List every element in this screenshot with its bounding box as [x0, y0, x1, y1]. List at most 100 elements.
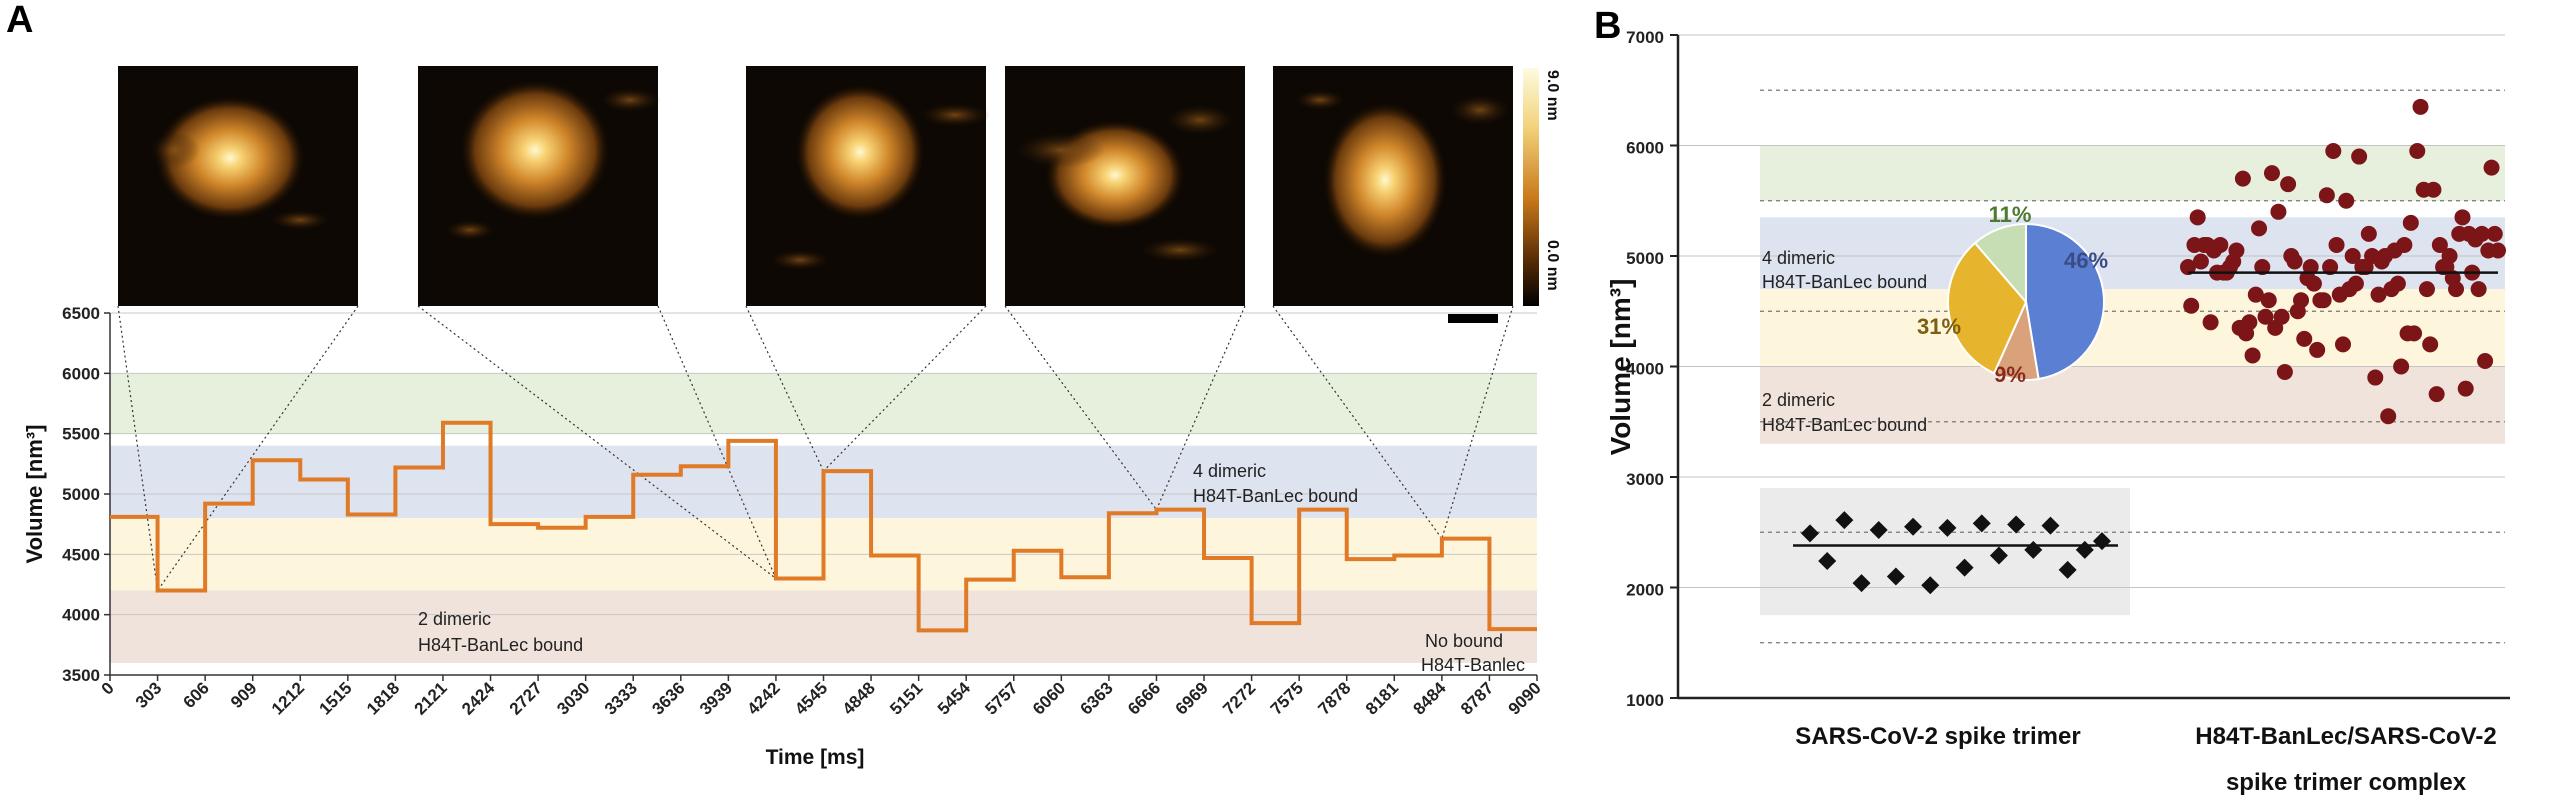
point-complex-42 — [2186, 236, 2203, 253]
pie-label-3: 11% — [1989, 202, 2032, 227]
point-complex-65 — [2428, 386, 2445, 403]
annotation-2-dimeric-l2: H84T-BanLec bound — [418, 635, 583, 655]
xtick-label-a-0: 0 — [98, 678, 118, 698]
point-spike-11 — [1989, 546, 2008, 565]
image-link-0-right — [157, 305, 359, 591]
xtick-label-a-29: 8787 — [1457, 678, 1497, 718]
annotation-no-bound-l2: H84T-Banlec — [1421, 655, 1525, 675]
band-b-4 — [1760, 488, 2130, 616]
annotation-4-dimeric-l1: 4 dimeric — [1193, 461, 1266, 481]
point-complex-74 — [2251, 220, 2268, 237]
xtick-label-a-3: 909 — [227, 678, 260, 711]
point-complex-38 — [2335, 336, 2351, 353]
point-complex-52 — [2441, 248, 2458, 264]
ytick-label-b-6: 7000 — [1626, 28, 1664, 47]
point-complex-96 — [2373, 253, 2390, 270]
point-spike-3 — [1852, 574, 1871, 593]
point-complex-19 — [2257, 308, 2274, 325]
point-complex-48 — [2276, 364, 2293, 381]
point-complex-30 — [2318, 187, 2335, 204]
xtick-label-a-26: 7878 — [1314, 678, 1354, 718]
xtick-label-a-15: 4545 — [791, 678, 831, 718]
point-spike-0 — [1801, 524, 1819, 543]
point-complex-28 — [2393, 358, 2410, 375]
pie-label-0: 46% — [2064, 248, 2108, 273]
point-complex-2 — [2418, 281, 2435, 298]
pie-slice-3 — [1973, 222, 2027, 305]
annotation-4-dimeric-l2: H84T-BanLec bound — [1193, 486, 1358, 506]
xtick-label-a-17: 5151 — [886, 678, 926, 718]
panel-b-y-label: Volume [nm³] — [1605, 279, 1636, 456]
xtick-label-a-25: 7575 — [1267, 678, 1307, 718]
image-link-2-left — [745, 305, 825, 472]
point-complex-75 — [2370, 286, 2387, 303]
ytick-label-b-5: 6000 — [1626, 139, 1664, 158]
xtick-label-a-13: 3939 — [696, 678, 736, 718]
panel-b-label: B — [1594, 5, 1621, 47]
panel-b-gridlines — [1678, 34, 2505, 644]
afm-image-3 — [746, 66, 990, 306]
inset-pie-chart: 46% 9% 31% 11% — [1917, 202, 2108, 387]
category-label-spike: SARS-CoV-2 spike trimer — [1795, 723, 2080, 750]
scale-bar — [1448, 314, 1498, 323]
point-complex-46 — [2351, 148, 2368, 165]
pie-label-2: 31% — [1917, 314, 1961, 339]
ytick-label-b-0: 1000 — [1626, 691, 1664, 710]
point-complex-85 — [2312, 292, 2329, 309]
xtick-label-a-24: 7272 — [1219, 678, 1259, 718]
point-spike-8 — [1938, 518, 1957, 537]
xtick-label-a-28: 8484 — [1410, 678, 1451, 719]
point-spike-7 — [1921, 576, 1940, 595]
point-complex-39 — [2454, 209, 2471, 226]
ytick-label-b-2: 3000 — [1626, 470, 1664, 489]
point-complex-62 — [2383, 281, 2400, 298]
pie-slice-0 — [2025, 222, 2105, 381]
point-complex-24 — [2228, 242, 2245, 259]
point-complex-53 — [2247, 286, 2264, 303]
volume-trace — [110, 420, 1537, 633]
point-complex-68 — [2473, 225, 2490, 242]
point-complex-83 — [2386, 242, 2403, 259]
panel-a-x-label: Time [ms] — [766, 746, 865, 769]
annotation-2-dimeric-l1: 2 dimeric — [418, 609, 491, 629]
xtick-label-a-5: 1515 — [315, 678, 355, 718]
ytick-label-a-1: 4000 — [62, 606, 100, 625]
point-complex-77 — [2296, 330, 2313, 347]
xtick-label-a-19: 5757 — [981, 678, 1021, 718]
point-complex-89 — [2477, 352, 2494, 369]
point-complex-12 — [2360, 225, 2377, 242]
annotation-no-bound-l1: No bound — [1425, 631, 1503, 651]
point-complex-59 — [2338, 192, 2355, 209]
band-a-3 — [110, 590, 1537, 663]
b-annotation-2-dimeric-l1: 2 dimeric — [1762, 390, 1835, 410]
point-complex-56 — [2293, 292, 2310, 309]
point-complex-6 — [2270, 203, 2287, 220]
point-complex-23 — [2422, 336, 2439, 353]
point-spike-4 — [1869, 521, 1888, 540]
xtick-label-a-1: 303 — [132, 678, 165, 711]
point-complex-78 — [2415, 181, 2432, 198]
point-complex-91 — [2402, 214, 2419, 231]
xtick-label-a-9: 2727 — [506, 678, 546, 718]
xtick-label-a-7: 2121 — [411, 678, 451, 718]
b-annotation-4-dimeric-l2: H84T-BanLec bound — [1762, 272, 1927, 292]
point-spike-10 — [1972, 514, 1991, 533]
point-complex-61 — [2263, 165, 2280, 182]
ytick-label-a-6: 6500 — [62, 304, 100, 323]
point-complex-64 — [2309, 341, 2326, 358]
panel-a-x-ticks: 0 303 606 909 1212 1515 1818 2121 2424 2727 3030 33… — [98, 675, 1545, 719]
point-complex-57 — [2412, 98, 2429, 115]
xtick-label-a-12: 3636 — [648, 678, 688, 718]
point-complex-43 — [2305, 275, 2322, 292]
afm-image-5 — [1273, 66, 1513, 323]
point-complex-51 — [2322, 259, 2339, 276]
point-complex-87 — [2238, 325, 2255, 342]
point-complex-54 — [2367, 369, 2384, 386]
colorbar-max-label: 9.0 nm — [1544, 70, 1561, 121]
point-complex-88 — [2357, 259, 2374, 276]
point-complex-94 — [2448, 281, 2465, 298]
ytick-label-b-3: 4000 — [1626, 360, 1664, 379]
xtick-label-a-23: 6969 — [1172, 678, 1212, 718]
